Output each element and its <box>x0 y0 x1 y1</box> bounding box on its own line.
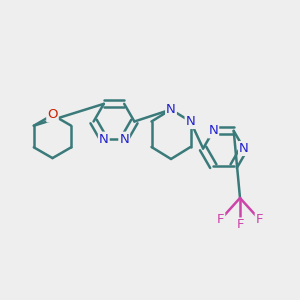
Text: N: N <box>166 103 176 116</box>
Text: O: O <box>47 108 58 122</box>
Text: F: F <box>256 213 263 226</box>
Text: F: F <box>236 218 244 232</box>
Text: N: N <box>119 133 129 146</box>
Text: N: N <box>99 133 109 146</box>
Text: N: N <box>208 124 218 137</box>
Text: N: N <box>239 142 249 155</box>
Text: F: F <box>217 213 224 226</box>
Text: N: N <box>186 115 195 128</box>
